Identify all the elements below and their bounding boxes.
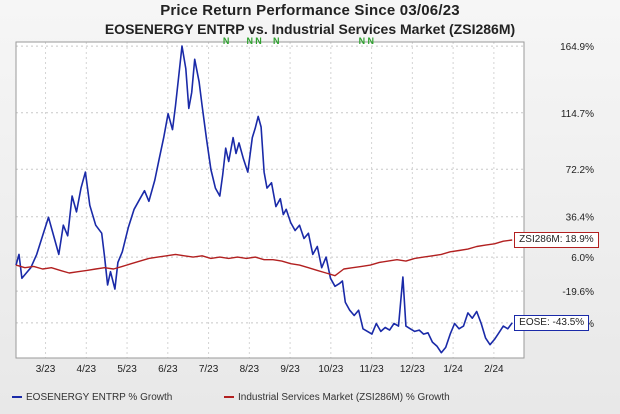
y-tick-label: 164.9%	[560, 42, 594, 53]
eose-series-line	[15, 45, 513, 354]
news-marker: N	[273, 36, 280, 46]
news-marker: N	[246, 36, 253, 46]
chart-title: Price Return Performance Since 03/06/23	[160, 2, 460, 19]
legend-label-zsi: Industrial Services Market (ZSI286M) % G…	[238, 392, 450, 403]
x-tick-label: 1/24	[443, 364, 463, 375]
legend-swatch-eose	[12, 396, 22, 399]
news-marker: N	[223, 36, 230, 46]
x-tick-label: 7/23	[199, 364, 219, 375]
plot-border	[15, 41, 525, 359]
y-tick-label: 6.0%	[571, 253, 594, 264]
zsi-series-line	[15, 239, 513, 277]
news-marker: N	[359, 36, 366, 46]
x-tick-label: 5/23	[117, 364, 137, 375]
y-tick-label: -19.6%	[562, 287, 594, 298]
plot-area	[16, 42, 524, 358]
zsi-callout: ZSI286M: 18.9%	[514, 231, 599, 248]
news-marker: N	[368, 36, 375, 46]
x-tick-label: 12/23	[400, 364, 425, 375]
x-tick-label: 6/23	[158, 364, 178, 375]
x-tick-label: 9/23	[280, 364, 300, 375]
legend-item-eose: EOSENERGY ENTRP % Growth	[12, 392, 172, 403]
x-tick-label: 10/23	[318, 364, 343, 375]
x-tick-label: 4/23	[77, 364, 97, 375]
eose-callout: EOSE: -43.5%	[514, 314, 590, 331]
news-marker: N	[255, 36, 262, 46]
legend-item-zsi: Industrial Services Market (ZSI286M) % G…	[224, 392, 450, 403]
y-tick-label: 36.4%	[566, 213, 594, 224]
legend-label-eose: EOSENERGY ENTRP % Growth	[26, 392, 173, 403]
x-tick-label: 3/23	[36, 364, 56, 375]
x-tick-label: 8/23	[240, 364, 260, 375]
legend-swatch-zsi	[224, 396, 234, 399]
y-tick-label: 72.2%	[566, 165, 594, 176]
legend: EOSENERGY ENTRP % Growth Industrial Serv…	[12, 392, 612, 410]
x-tick-label: 11/23	[359, 364, 384, 375]
chart-header: Price Return Performance Since 03/06/23 …	[0, 2, 620, 38]
x-tick-label: 2/24	[484, 364, 504, 375]
y-tick-label: 114.7%	[561, 109, 594, 120]
chart-subtitle: EOSENERGY ENTRP vs. Industrial Services …	[104, 21, 516, 37]
